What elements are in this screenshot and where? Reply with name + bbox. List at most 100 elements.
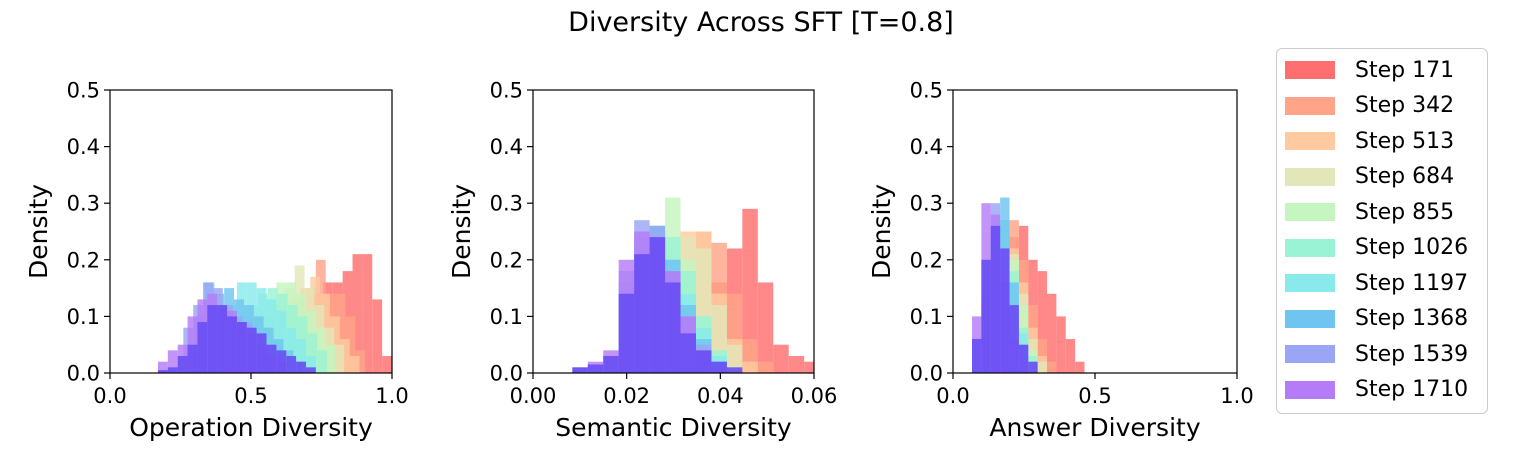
y-axis-label: Density bbox=[24, 184, 53, 279]
x-axis-label: Operation Diversity bbox=[129, 413, 373, 442]
overlap-bar bbox=[187, 344, 198, 373]
legend-item: Step 1710 bbox=[1285, 375, 1468, 405]
histogram-bar bbox=[1047, 361, 1057, 373]
histogram-bar bbox=[757, 361, 774, 373]
legend-swatch bbox=[1285, 345, 1335, 363]
overlap-bar bbox=[246, 327, 257, 373]
overlap-bar bbox=[217, 305, 228, 373]
histogram-bar bbox=[742, 361, 758, 373]
x-tick-label: 1.0 bbox=[375, 384, 408, 408]
x-tick-label: 0.04 bbox=[697, 384, 744, 408]
x-axis-label: Answer Diversity bbox=[989, 413, 1200, 442]
histogram-bar bbox=[307, 333, 318, 373]
overlap-bar bbox=[711, 361, 727, 373]
legend-swatch bbox=[1285, 167, 1335, 186]
legend-label: Step 171 bbox=[1355, 57, 1455, 83]
histogram-bar bbox=[355, 350, 366, 373]
legend-item: Step 1539 bbox=[1285, 339, 1468, 369]
legend-item: Step 855 bbox=[1285, 197, 1454, 227]
y-axis-label: Density bbox=[447, 184, 476, 279]
histogram-bars bbox=[157, 254, 392, 373]
overlap-bar bbox=[177, 356, 188, 373]
y-tick-label: 0.0 bbox=[67, 362, 100, 386]
legend-label: Step 1539 bbox=[1355, 341, 1469, 367]
legend-label: Step 1710 bbox=[1355, 377, 1469, 402]
x-axis-label: Semantic Diversity bbox=[555, 413, 792, 442]
overlap-bar bbox=[236, 322, 247, 373]
histogram-bar bbox=[1037, 271, 1048, 373]
overlap-bar bbox=[695, 350, 712, 373]
y-axis-label: Density bbox=[867, 184, 896, 279]
overlap-bar bbox=[726, 367, 743, 373]
histogram-bar bbox=[317, 350, 328, 373]
x-tick-label: 0.5 bbox=[234, 384, 267, 408]
legend-item: Step 171 bbox=[1285, 55, 1454, 85]
overlap-bar bbox=[197, 322, 208, 373]
overlap-bar bbox=[207, 305, 218, 373]
histogram-bar bbox=[1056, 316, 1066, 373]
histogram-bar bbox=[325, 344, 336, 373]
overlap-bar bbox=[680, 333, 696, 373]
legend-label: Step 342 bbox=[1355, 93, 1455, 118]
y-tick-label: 0.1 bbox=[67, 305, 100, 329]
overlap-region bbox=[572, 237, 743, 373]
overlap-region bbox=[972, 225, 1038, 373]
overlap-bar bbox=[990, 225, 1001, 373]
y-tick-label: 0.1 bbox=[490, 305, 523, 329]
histogram-bar bbox=[335, 293, 346, 373]
y-tick-label: 0.4 bbox=[490, 135, 523, 159]
x-tick-label: 1.0 bbox=[1220, 384, 1253, 408]
x-tick-label: 0.06 bbox=[791, 384, 838, 408]
histogram-bar bbox=[362, 254, 373, 373]
y-tick-label: 0.4 bbox=[67, 135, 100, 159]
x-tick-label: 0.0 bbox=[93, 384, 126, 408]
overlap-bar bbox=[1000, 248, 1010, 373]
histogram-panel: 0.0 0.5 1.0 0.0 0.1 0.2 0.3 0.4 0.5 Operation Div… bbox=[24, 79, 409, 443]
y-tick-label: 0.5 bbox=[67, 79, 100, 103]
legend-item: Step 342 bbox=[1285, 91, 1454, 121]
histogram-panel: 0.00 0.02 0.04 0.06 0.0 0.1 0.2 0.3 0.4 0.5 Semant… bbox=[447, 79, 837, 443]
overlap-bar bbox=[1018, 344, 1029, 373]
overlap-bar bbox=[1028, 361, 1038, 373]
histogram-bar bbox=[334, 344, 345, 373]
overlap-bar bbox=[618, 293, 635, 373]
overlap-region bbox=[157, 305, 316, 373]
overlap-bar bbox=[1009, 305, 1019, 373]
legend-label: Step 1368 bbox=[1355, 306, 1469, 331]
legend-swatch bbox=[1285, 309, 1335, 328]
legend-swatch bbox=[1285, 203, 1335, 221]
overlap-bar bbox=[634, 254, 650, 373]
histogram-bar bbox=[157, 361, 168, 373]
x-tick-label: 0.00 bbox=[510, 384, 557, 408]
overlap-bar bbox=[157, 370, 168, 373]
histogram-bar bbox=[349, 356, 360, 373]
histogram-bar bbox=[296, 339, 306, 373]
overlap-bar bbox=[587, 364, 604, 373]
chart-title: Diversity Across SFT [T=0.8] bbox=[568, 7, 954, 38]
legend-label: Step 855 bbox=[1355, 199, 1455, 225]
y-tick-label: 0.2 bbox=[910, 248, 943, 272]
overlap-bar bbox=[603, 356, 619, 373]
panels: 0.0 0.5 1.0 0.0 0.1 0.2 0.3 0.4 0.5 Operation Div… bbox=[24, 79, 1254, 443]
histogram-bars bbox=[972, 197, 1085, 373]
overlap-bar bbox=[665, 282, 681, 373]
histogram-bar bbox=[742, 208, 758, 373]
y-tick-label: 0.2 bbox=[67, 248, 100, 272]
x-tick-label: 0.0 bbox=[936, 384, 969, 408]
histogram-bar bbox=[382, 356, 392, 373]
histogram-bar bbox=[804, 361, 814, 373]
legend-item: Step 1368 bbox=[1285, 304, 1468, 334]
overlap-bar bbox=[286, 356, 297, 373]
y-tick-label: 0.3 bbox=[910, 192, 943, 216]
histogram-bar bbox=[1047, 293, 1057, 373]
y-tick-label: 0.5 bbox=[910, 79, 943, 103]
histogram-bar bbox=[773, 344, 789, 373]
overlap-bar bbox=[981, 259, 991, 373]
legend-swatch bbox=[1285, 380, 1335, 399]
legend-item: Step 684 bbox=[1285, 162, 1454, 192]
histogram-bar bbox=[352, 254, 363, 373]
y-tick-label: 0.2 bbox=[490, 248, 523, 272]
y-tick-label: 0.4 bbox=[910, 135, 943, 159]
histogram-bar bbox=[726, 344, 743, 373]
